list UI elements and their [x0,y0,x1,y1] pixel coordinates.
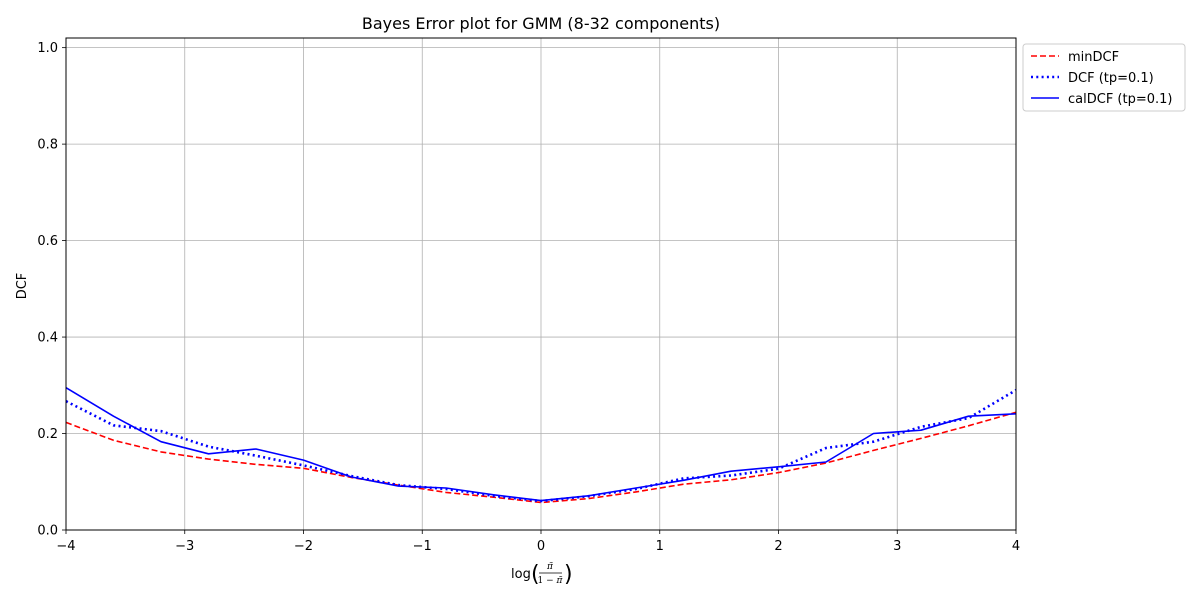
x-tick-label: 2 [774,539,782,554]
series-lines [65,387,1017,504]
axis-ticks: −4 −3 −2 −1 0 1 2 3 4 0.0 0.2 0.4 0.6 0.8 1.0 [37,41,1020,554]
y-tick-label: 0.8 [37,138,58,153]
chart-title: Bayes Error plot for GMM (8-32 component… [362,14,720,33]
x-label-right-paren: ) [564,562,573,587]
y-tick-label: 0.2 [37,427,58,442]
y-tick-label: 0.6 [37,234,58,249]
x-tick-label: 1 [656,539,664,554]
y-tick-label: 1.0 [37,41,58,56]
legend-box [1022,43,1186,112]
x-axis-label: log ( π̃ 1 − π̃ ) [511,561,573,587]
series-line-mindcf [65,411,1017,504]
x-tick-label: −3 [175,539,194,554]
y-axis-label: DCF [15,273,30,300]
x-tick-label: −2 [294,539,313,554]
x-tick-label: 0 [537,539,545,554]
x-label-log: log [511,567,531,582]
x-label-numerator: π̃ [546,561,554,572]
y-tick-label: 0.4 [37,331,58,346]
y-tick-label: 0.0 [37,524,58,539]
x-label-left-paren: ( [531,562,540,587]
x-tick-label: −4 [56,539,75,554]
x-label-denominator: 1 − π̃ [538,575,564,586]
legend: minDCF DCF (tp=0.1) calDCF (tp=0.1) [1022,43,1186,112]
x-tick-label: 4 [1012,539,1020,554]
x-tick-label: −1 [413,539,432,554]
legend-label: DCF (tp=0.1) [1068,71,1154,86]
legend-label: minDCF [1068,50,1119,65]
series-line-caldcf [65,387,1017,502]
x-tick-label: 3 [893,539,901,554]
legend-label: calDCF (tp=0.1) [1068,92,1172,107]
